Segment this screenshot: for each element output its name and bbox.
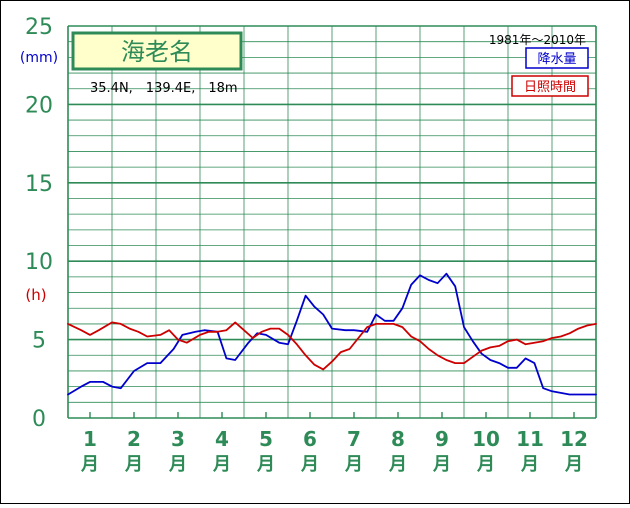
month-unit-label: 月 bbox=[564, 454, 583, 475]
y-tick-label: 15 bbox=[25, 172, 53, 197]
month-unit-label: 月 bbox=[344, 454, 363, 475]
month-number-label: 7 bbox=[347, 427, 361, 451]
y-tick-label: 25 bbox=[25, 15, 53, 40]
month-unit-label: 月 bbox=[124, 454, 143, 475]
month-number-label: 5 bbox=[259, 427, 273, 451]
y-tick-labels: 0 5 10 15 20 25 bbox=[25, 15, 53, 432]
month-unit-label: 月 bbox=[520, 454, 539, 475]
month-number-label: 8 bbox=[391, 427, 405, 451]
month-unit-label: 月 bbox=[388, 454, 407, 475]
month-number-label: 4 bbox=[215, 427, 229, 451]
sunshine-unit-label: (h) bbox=[25, 286, 46, 304]
month-number-label: 1 bbox=[83, 427, 97, 451]
legend-precipitation: 降水量 bbox=[525, 47, 589, 69]
month-unit-label: 月 bbox=[256, 454, 275, 475]
month-unit-label: 月 bbox=[168, 454, 187, 475]
station-location: 35.4N, 139.4E, 18m bbox=[90, 81, 238, 96]
series-lines bbox=[67, 272, 597, 396]
month-number-label: 3 bbox=[171, 427, 185, 451]
legend-sunshine-label: 日照時間 bbox=[524, 80, 576, 95]
precip-unit-label: (mm) bbox=[20, 50, 58, 66]
precipitation-line bbox=[67, 272, 597, 396]
period-label: 1981年〜2010年 bbox=[489, 33, 586, 47]
month-unit-label: 月 bbox=[432, 454, 451, 475]
month-number-label: 2 bbox=[127, 427, 141, 451]
month-number-label: 9 bbox=[435, 427, 449, 451]
month-number-label: 6 bbox=[303, 427, 317, 451]
y-tick-label: 5 bbox=[32, 329, 46, 354]
month-unit-label: 月 bbox=[300, 454, 319, 475]
month-number-label: 11 bbox=[516, 427, 544, 451]
legend-sunshine: 日照時間 bbox=[511, 75, 589, 97]
month-unit-label: 月 bbox=[212, 454, 231, 475]
legend-precipitation-label: 降水量 bbox=[537, 52, 576, 67]
station-name: 海老名 bbox=[121, 38, 193, 66]
month-number-label: 10 bbox=[472, 427, 500, 451]
month-unit-label: 月 bbox=[80, 454, 99, 475]
month-unit-label: 月 bbox=[476, 454, 495, 475]
y-tick-label: 0 bbox=[32, 407, 46, 432]
sunshine-line bbox=[67, 321, 597, 371]
y-tick-label: 20 bbox=[25, 93, 53, 118]
month-number-label: 12 bbox=[560, 427, 588, 451]
y-tick-label: 10 bbox=[25, 250, 53, 275]
month-labels: 1 月 2 月 3 月 4 月 5 月 6 月 7 月 8 月 9 月 10 月 11 月 12 月 bbox=[80, 427, 588, 475]
station-box: 海老名 bbox=[71, 31, 243, 71]
grid bbox=[67, 25, 597, 419]
